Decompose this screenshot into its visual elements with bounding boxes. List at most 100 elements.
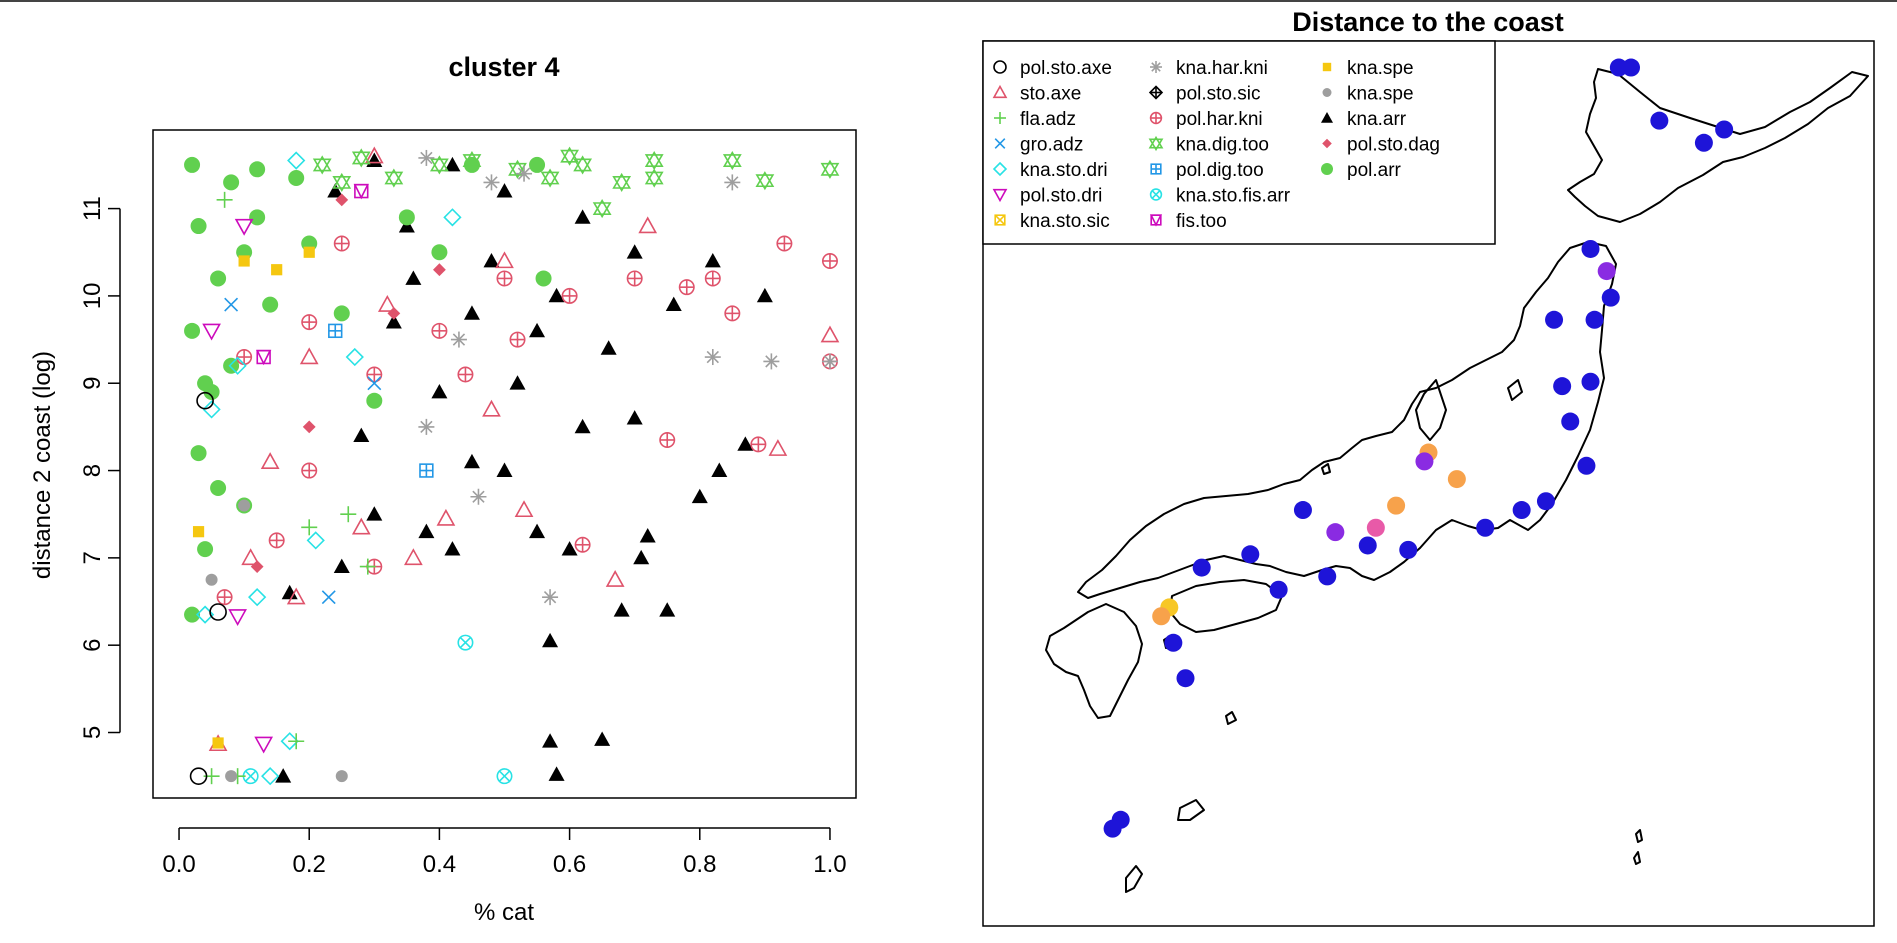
map-point-25 — [1241, 545, 1260, 564]
map-point-5 — [1581, 239, 1600, 258]
point-pol-sto-dri-2 — [202, 323, 221, 341]
y-tick-label: 6 — [79, 639, 106, 652]
point-kna-har-kni-2 — [704, 349, 721, 366]
legend-symbol-2 — [994, 112, 1006, 124]
point-kna-arr-0 — [542, 733, 559, 748]
point-kna-arr-39 — [366, 506, 383, 521]
map-point-22 — [1358, 536, 1377, 555]
point-kna-sto-dri-7 — [443, 208, 462, 227]
noto-outline — [1415, 379, 1447, 441]
point-kna-sto-fis-arr-1 — [496, 768, 513, 785]
point-kna-sto-dri-5 — [228, 356, 247, 375]
point-pol-arr-12 — [223, 357, 240, 374]
legend-symbol-12 — [1149, 188, 1163, 201]
point-pol-sto-dag-0 — [250, 560, 264, 574]
point-pol-sto-dri-3 — [234, 218, 254, 236]
point-sto-axe-5 — [404, 548, 423, 566]
point-kna-arr-18 — [548, 287, 565, 303]
point-kna-spe-circle--1 — [335, 770, 348, 783]
point-sto-axe-16 — [364, 146, 384, 164]
point-pol-arr-9 — [288, 170, 305, 187]
point-fis-too-1 — [353, 183, 369, 200]
point-kna-sto-dri-6 — [345, 347, 364, 367]
point-pol-har-kni-4 — [496, 270, 513, 287]
legend-label-15: kna.spe — [1347, 84, 1414, 105]
point-kna-arr-34 — [405, 270, 422, 285]
map-point-26 — [1192, 558, 1211, 577]
map-point-1 — [1622, 58, 1640, 77]
point-gro-adz-0 — [321, 590, 336, 605]
point-kna-arr-22 — [756, 287, 773, 303]
point-kna-har-kni-3 — [724, 174, 741, 191]
legend-symbol-10 — [1148, 135, 1164, 152]
y-tick-label: 11 — [79, 196, 106, 221]
legend-symbol-15 — [1322, 88, 1332, 97]
map-point-12 — [1561, 412, 1580, 431]
map-point-33 — [1318, 567, 1337, 586]
map-point-4 — [1694, 133, 1713, 152]
point-pol-arr-2 — [190, 445, 207, 462]
point-pol-har-kni-8 — [704, 270, 721, 287]
y-tick-label: 8 — [79, 464, 106, 477]
legend-label-3: gro.adz — [1020, 135, 1083, 156]
point-pol-arr-11 — [262, 296, 279, 313]
point-kna-arr-4 — [613, 602, 630, 617]
map-point-34 — [1269, 580, 1288, 599]
kyushu-outline — [1045, 603, 1143, 719]
legend-symbol-11 — [1150, 163, 1162, 175]
point-sto-axe-11 — [495, 251, 514, 269]
point-kna-dig-too-10 — [462, 150, 482, 171]
point-kna-arr-11 — [626, 410, 643, 425]
point-pol-dig-too-0 — [419, 463, 434, 478]
map-point-7 — [1601, 288, 1620, 307]
point-kna-spe-square--1 — [271, 264, 283, 276]
scatter-xlabel: % cat — [474, 899, 534, 926]
point-pol-har-kni-2 — [366, 366, 383, 383]
point-pol-sto-dag-4 — [335, 193, 349, 207]
point-pol-arr-13 — [210, 480, 227, 497]
point-kna-arr-17 — [600, 340, 617, 355]
map-title: Distance to the coast — [1292, 7, 1564, 37]
sado-outline — [1507, 379, 1523, 401]
point-pol-arr-1 — [197, 541, 214, 558]
point-pol-har-kni-21 — [457, 366, 474, 383]
point-kna-arr-1 — [594, 731, 611, 746]
point-pol-sto-dag-3 — [433, 263, 446, 277]
legend-label-8: pol.sto.sic — [1176, 84, 1260, 105]
point-kna-spe-circle--0 — [225, 770, 238, 783]
point-kna-arr-41 — [281, 584, 298, 600]
point-kna-dig-too-16 — [592, 199, 612, 219]
point-pol-arr-19 — [398, 209, 415, 226]
scatter-title: cluster 4 — [448, 52, 559, 82]
legend-label-11: pol.dig.too — [1176, 160, 1264, 181]
hokkaido-outline — [1567, 68, 1869, 223]
point-pol-har-kni-7 — [678, 279, 695, 296]
top-border — [0, 0, 1897, 2]
point-pol-har-kni-6 — [626, 270, 643, 287]
point-pol-sto-dag-1 — [302, 420, 316, 434]
map-point-6 — [1597, 262, 1616, 281]
point-kna-arr-19 — [626, 244, 643, 259]
point-kna-sto-dri-9 — [202, 400, 221, 419]
point-pol-sto-axe-0 — [189, 767, 208, 785]
legend: pol.sto.axe sto.axe fla.adz gro.adz kna.sto.… — [982, 40, 1496, 245]
point-kna-arr-40 — [333, 558, 350, 574]
point-pol-arr-25 — [197, 375, 214, 392]
x-tick-label: 0.4 — [423, 851, 456, 878]
point-pol-arr-4 — [184, 322, 201, 339]
point-kna-arr-6 — [633, 549, 650, 565]
scatter-x-axis: 0.0 0.2 0.4 0.6 0.8 1.0 — [162, 827, 847, 878]
point-kna-sto-fis-arr-0 — [457, 634, 474, 651]
point-pol-har-kni-0 — [236, 349, 253, 366]
point-sto-axe-14 — [260, 452, 280, 470]
scatter-points — [184, 146, 840, 786]
point-kna-dig-too-8 — [540, 168, 560, 188]
legend-label-18: pol.arr — [1347, 160, 1402, 181]
point-kna-sto-dri-8 — [287, 151, 306, 170]
point-pol-har-kni-9 — [724, 305, 741, 322]
legend-symbol-14 — [1322, 62, 1332, 72]
point-sto-axe-10 — [638, 216, 658, 234]
point-kna-dig-too-5 — [612, 172, 632, 192]
point-kna-arr-25 — [444, 156, 461, 172]
x-tick-label: 1.0 — [813, 851, 846, 878]
